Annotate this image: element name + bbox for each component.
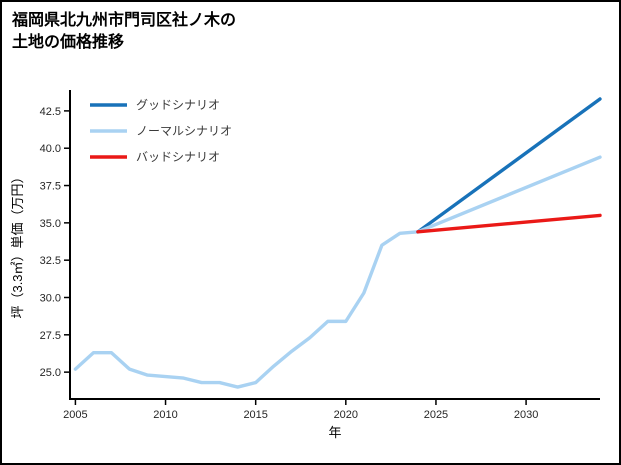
y-tick-label: 42.5 — [40, 106, 61, 118]
x-tick-label: 2030 — [514, 409, 538, 421]
x-tick-label: 2005 — [63, 409, 87, 421]
legend-label-normal: ノーマルシナリオ — [136, 124, 232, 138]
series-line-good-scenario — [416, 97, 602, 234]
x-axis-label: 年 — [328, 425, 341, 440]
page-title: 福岡県北九州市門司区社ノ木の 土地の価格推移 — [12, 10, 236, 55]
series-line-normal-scenario — [416, 155, 602, 234]
y-tick-label: 32.5 — [40, 255, 61, 267]
series-line-bad-scenario — [416, 213, 602, 234]
y-tick-label: 40.0 — [40, 143, 61, 155]
legend-label-good: グッドシナリオ — [136, 98, 220, 112]
series-line-history — [73, 230, 420, 389]
x-tick-label: 2010 — [153, 409, 177, 421]
y-tick-label: 30.0 — [40, 292, 61, 304]
x-tick-label: 2020 — [334, 409, 358, 421]
page-title-line2: 土地の価格推移 — [12, 34, 125, 52]
legend-label-bad: バッドシナリオ — [136, 150, 220, 164]
y-tick-label: 27.5 — [40, 330, 61, 342]
x-tick-label: 2025 — [424, 409, 448, 421]
y-tick-label: 37.5 — [40, 181, 61, 193]
y-tick-label: 25.0 — [40, 367, 61, 379]
y-axis-label: 坪（3.3㎡）単価（万円） — [10, 170, 25, 318]
y-tick-label: 35.0 — [40, 218, 61, 230]
x-tick-label: 2015 — [243, 409, 267, 421]
page-title-line1: 福岡県北九州市門司区社ノ木の — [12, 12, 237, 29]
